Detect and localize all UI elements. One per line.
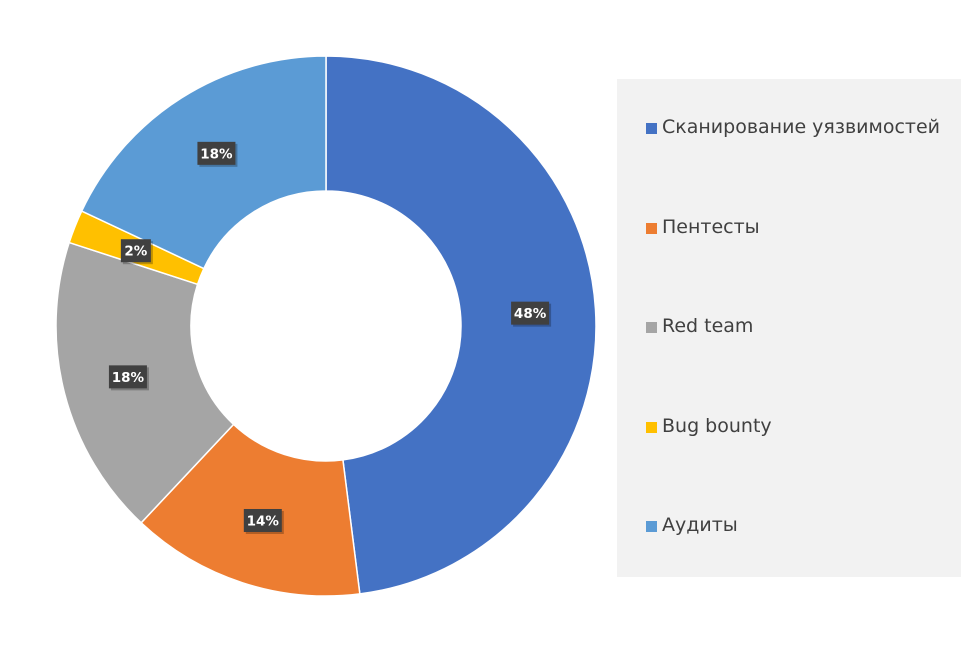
- legend-item-vuln-scanning: Сканирование уязвимостей: [617, 107, 961, 207]
- legend-swatch-pentests: [646, 222, 657, 234]
- data-label-red-team: 18%: [108, 365, 149, 391]
- chart-legend: Сканирование уязвимостей Пентесты Red te…: [617, 79, 961, 577]
- legend-swatch-vuln-scanning: [646, 123, 657, 134]
- legend-label-red-team: Red team: [662, 315, 754, 337]
- legend-label-audits: Аудиты: [662, 514, 738, 536]
- donut-chart-svg: 48% 14% 18% 2% 18%: [55, 55, 597, 597]
- svg-text:48%: 48%: [514, 306, 547, 322]
- legend-item-red-team: Red team: [617, 306, 961, 406]
- data-label-vuln-scanning: 48%: [511, 301, 552, 327]
- legend-item-pentests: Пентесты: [617, 207, 961, 307]
- legend-label-pentests: Пентесты: [662, 215, 760, 238]
- svg-text:14%: 14%: [247, 513, 280, 529]
- legend-swatch-red-team: [646, 322, 657, 333]
- legend-label-bug-bounty: Bug bounty: [662, 414, 772, 437]
- data-label-pentests: 14%: [243, 508, 284, 534]
- legend-item-audits: Аудиты: [617, 505, 961, 605]
- legend-swatch-audits: [646, 521, 657, 532]
- svg-text:18%: 18%: [200, 146, 233, 162]
- data-label-audits: 18%: [197, 141, 238, 167]
- data-label-bug-bounty: 2%: [120, 239, 153, 265]
- legend-swatch-bug-bounty: [646, 421, 657, 433]
- legend-item-bug-bounty: Bug bounty: [617, 406, 961, 506]
- donut-slice-vuln-scanning: [325, 55, 597, 595]
- donut-chart: 48% 14% 18% 2% 18%: [55, 55, 597, 597]
- svg-text:2%: 2%: [124, 244, 147, 260]
- svg-text:18%: 18%: [112, 370, 145, 386]
- legend-label-vuln-scanning: Сканирование уязвимостей: [662, 116, 941, 138]
